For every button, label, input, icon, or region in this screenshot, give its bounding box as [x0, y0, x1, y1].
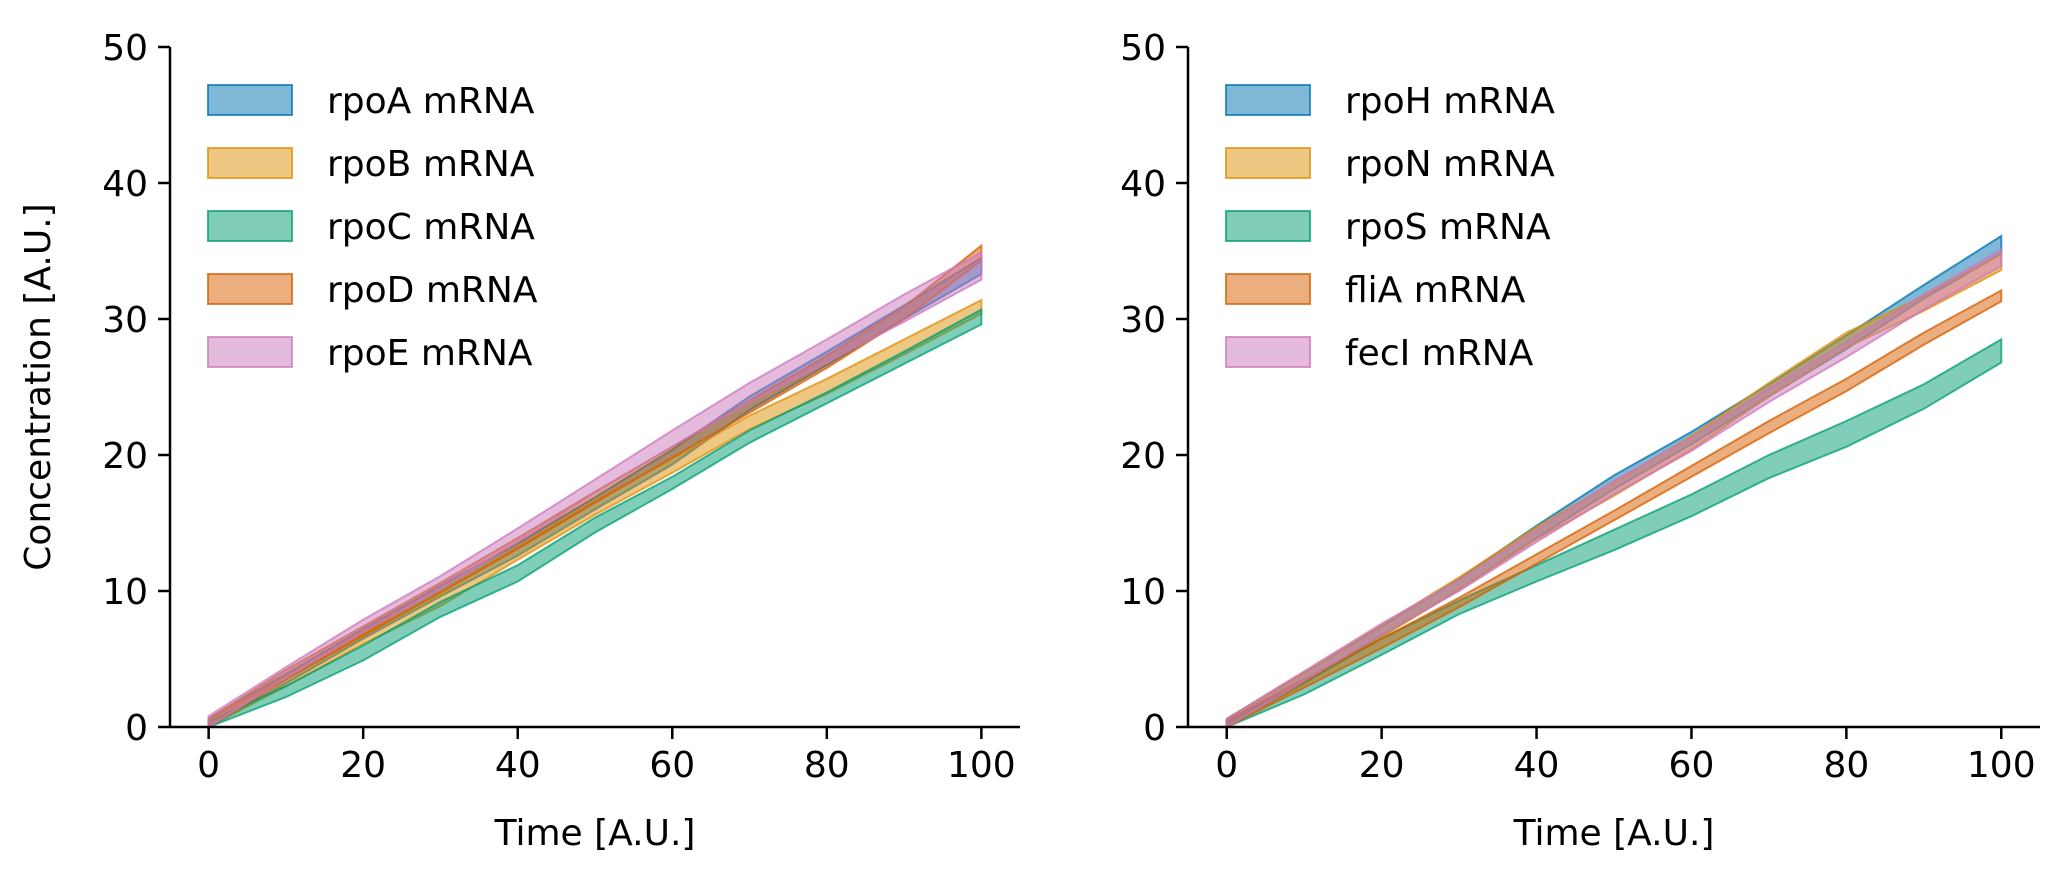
legend: rpoH mRNA rpoN mRNA rpoS mRNA fliA mRNA fecI…	[1225, 81, 1555, 374]
legend-label: rpoH mRNA	[1345, 81, 1555, 122]
legend-swatch	[1225, 336, 1311, 368]
legend-swatch	[1225, 84, 1311, 116]
y-tick-label: 30	[1120, 300, 1166, 341]
x-tick-label: 60	[1669, 745, 1715, 786]
series-band-rpoB-mRNA	[207, 298, 983, 729]
series-band-rpoC-mRNA	[207, 307, 983, 729]
series-band-fecI-mRNA	[1225, 247, 2003, 729]
legend-label: rpoE mRNA	[327, 333, 533, 374]
y-tick-label: 40	[1120, 164, 1166, 205]
legend-label: rpoC mRNA	[327, 207, 535, 248]
legend: rpoA mRNA rpoB mRNA rpoC mRNA rpoD mRNA rpoE…	[207, 81, 538, 374]
y-tick-label: 50	[102, 28, 148, 69]
legend-swatch	[1225, 273, 1311, 305]
y-tick-label: 0	[125, 708, 148, 749]
x-tick-label: 60	[649, 745, 695, 786]
y-tick-label: 10	[1120, 572, 1166, 613]
x-tick-label: 0	[1215, 745, 1238, 786]
legend-label: rpoA mRNA	[327, 81, 535, 122]
x-tick-label: 40	[1514, 745, 1560, 786]
legend-label: rpoS mRNA	[1345, 207, 1551, 248]
legend-label: rpoB mRNA	[327, 144, 535, 185]
legend-swatch	[1225, 210, 1311, 242]
legend-swatch	[1225, 147, 1311, 179]
y-tick-label: 10	[102, 572, 148, 613]
x-tick-label: 20	[1359, 745, 1405, 786]
legend-label: rpoN mRNA	[1345, 144, 1555, 185]
x-tick-label: 80	[1823, 745, 1869, 786]
y-tick-label: 20	[102, 436, 148, 477]
x-axis-title: Time [A.U.]	[494, 813, 696, 854]
chart-panel-1: 0 20 40 60 80 100 0 10 20 30 40 50 Time [A.U.] Concen…	[18, 28, 1020, 854]
series-bands	[1225, 234, 2003, 729]
y-tick-label: 0	[1143, 708, 1166, 749]
series-band-fliA-mRNA	[1225, 288, 2003, 729]
y-tick-label: 50	[1120, 28, 1166, 69]
y-axis-title: Concentration [A.U.]	[18, 203, 59, 570]
legend-swatch	[207, 210, 293, 242]
legend-label: fecI mRNA	[1345, 333, 1534, 374]
x-tick-label: 100	[1967, 745, 2036, 786]
y-tick-label: 30	[102, 300, 148, 341]
series-bands	[207, 243, 983, 729]
legend-label: rpoD mRNA	[327, 270, 538, 311]
y-tick-label: 20	[1120, 436, 1166, 477]
x-tick-label: 0	[197, 745, 220, 786]
legend-label: fliA mRNA	[1345, 270, 1526, 311]
chart-panel-2: 0 20 40 60 80 100 0 10 20 30 40 50 Time [A.U.] rpoH m…	[1120, 28, 2040, 854]
legend-swatch	[207, 147, 293, 179]
x-tick-label: 20	[340, 745, 386, 786]
series-band-rpoE-mRNA	[207, 250, 983, 729]
y-tick-label: 40	[102, 164, 148, 205]
legend-swatch	[207, 273, 293, 305]
legend-swatch	[207, 84, 293, 116]
x-tick-label: 100	[947, 745, 1016, 786]
x-tick-label: 40	[495, 745, 541, 786]
x-tick-label: 80	[804, 745, 850, 786]
x-axis-title: Time [A.U.]	[1513, 813, 1715, 854]
legend-swatch	[207, 336, 293, 368]
